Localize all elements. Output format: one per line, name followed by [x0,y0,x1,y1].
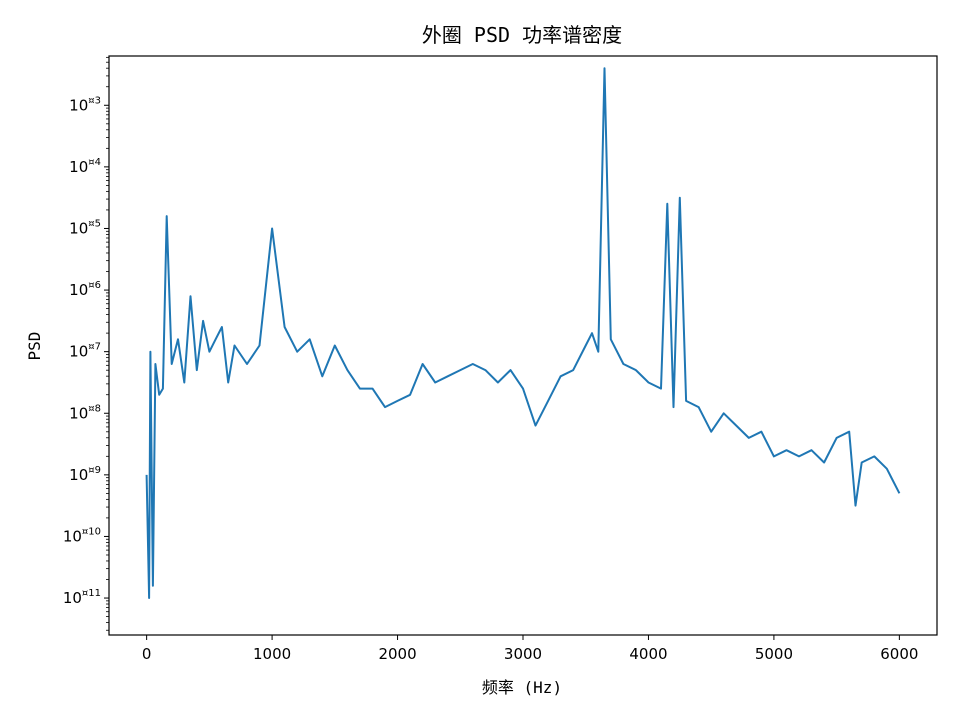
y-tick-label: 10¤10 [63,526,101,545]
x-tick-label: 1000 [253,645,291,663]
plot-area [145,67,901,599]
y-tick-label: 10¤7 [69,342,101,361]
y-tick-label: 10¤8 [69,403,101,422]
x-axis-ticks: 0 1000 2000 3000 4000 5000 6000 [142,635,918,663]
x-tick-label: 3000 [504,645,542,663]
x-axis-label: 频率 (Hz) [482,678,562,697]
x-tick-label: 5000 [755,645,793,663]
y-axis-ticks: 10¤3 10¤4 10¤5 10¤6 10¤7 10¤8 10¤9 10¤10 10¤11 [63,56,109,631]
psd-series-line [145,67,901,599]
x-tick-label: 0 [142,645,152,663]
y-tick-label: 10¤5 [69,218,101,237]
plot-frame [108,55,938,636]
x-tick-label: 6000 [880,645,918,663]
x-tick-label: 4000 [629,645,667,663]
y-tick-label: 10¤6 [69,280,101,299]
y-axis-label: PSD [25,332,44,361]
y-tick-label: 10¤4 [69,157,101,176]
chart-title: 外圈 PSD 功率谱密度 [422,23,622,47]
y-tick-label: 10¤9 [69,465,101,484]
x-tick-label: 2000 [378,645,416,663]
y-tick-label: 10¤3 [69,95,101,114]
y-tick-label: 10¤11 [63,588,101,607]
